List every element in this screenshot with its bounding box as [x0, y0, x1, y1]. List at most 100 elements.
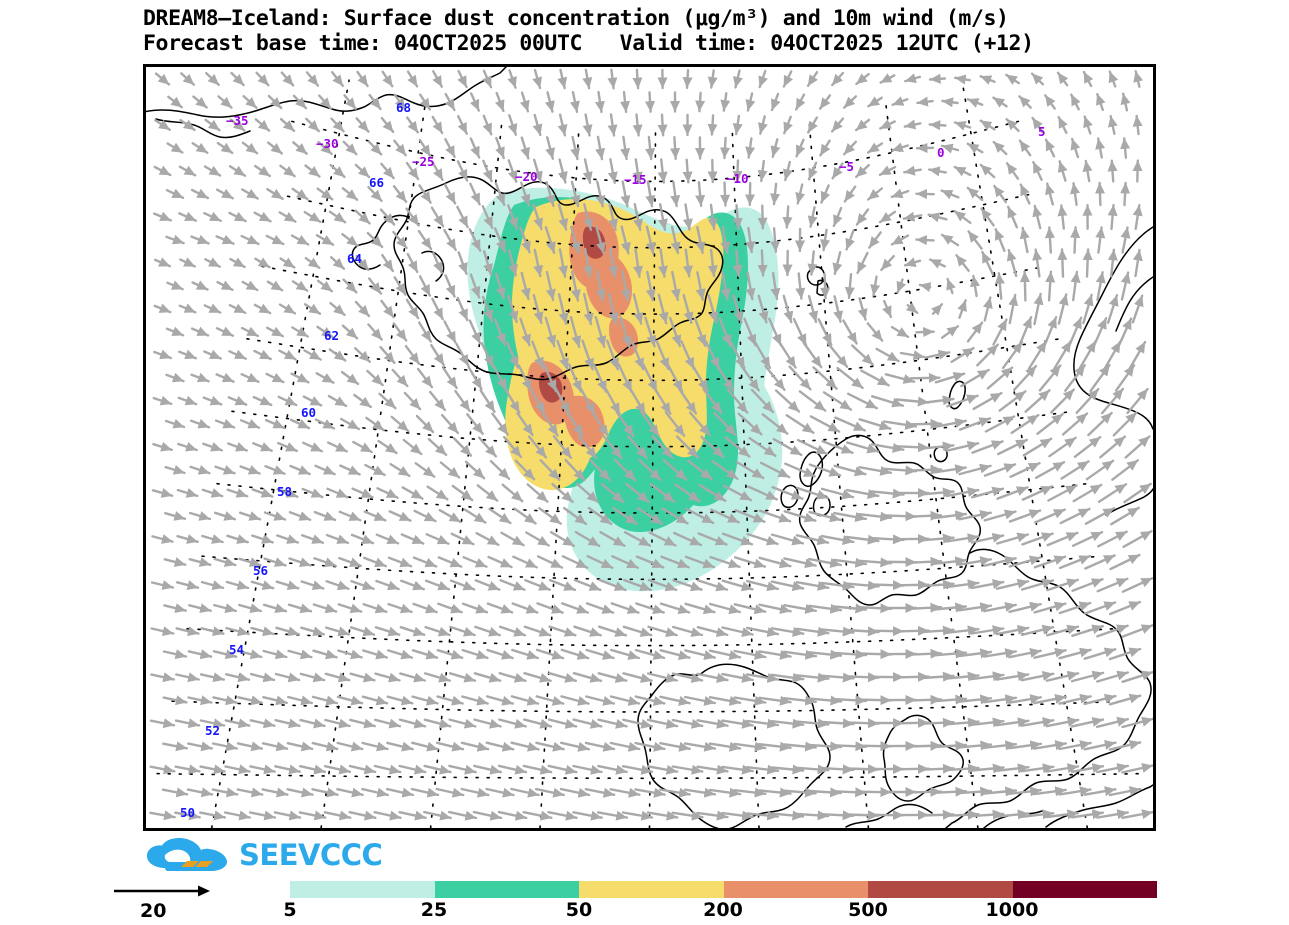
wind-vector — [932, 510, 968, 521]
wind-vector — [349, 672, 376, 683]
wind-vector — [920, 395, 955, 406]
wind-vector — [388, 510, 412, 522]
wind-vector — [250, 580, 275, 590]
wind-vector — [227, 395, 248, 406]
wind-vector — [685, 507, 715, 525]
wind-vector — [274, 718, 301, 729]
wind-vector — [907, 556, 943, 567]
wind-vector — [995, 625, 1030, 636]
wind-vector — [460, 741, 490, 752]
wind-vector — [1020, 624, 1055, 636]
wind-vector — [971, 440, 1004, 454]
wind-vector — [253, 164, 272, 178]
wind-vector — [494, 181, 506, 207]
wind-vector — [632, 293, 644, 325]
wind-vector — [216, 280, 234, 292]
wind-vector — [487, 555, 513, 569]
longitude-label-0: 0 — [937, 145, 945, 160]
wind-vector — [304, 164, 321, 178]
wind-vector — [610, 602, 640, 614]
coastline-iceland-inner — [421, 250, 445, 282]
wind-vector — [330, 117, 345, 133]
wind-vector — [1048, 436, 1077, 458]
wind-vector — [237, 695, 263, 706]
wind-vector — [617, 363, 633, 393]
wind-vector — [266, 141, 284, 155]
wind-vector — [495, 272, 506, 300]
wind-vector — [189, 418, 211, 429]
wind-vector — [205, 71, 220, 86]
wind-vector — [721, 626, 754, 638]
wind-vector — [524, 579, 551, 591]
wind-vector — [485, 787, 515, 798]
wind-vector — [687, 459, 713, 481]
wind-vector — [525, 531, 550, 547]
longitude-label-5: 5 — [1038, 124, 1046, 139]
dust-colorbar[interactable] — [290, 881, 1157, 898]
colorbar-band-5[interactable] — [290, 881, 435, 898]
wind-vector — [532, 293, 544, 325]
wind-vector — [696, 579, 729, 592]
wind-vector — [188, 557, 212, 567]
wind-vector — [983, 786, 1018, 797]
wind-vector — [1008, 555, 1042, 568]
colorbar-band-1000[interactable] — [1012, 881, 1157, 898]
wind-vector — [291, 280, 309, 292]
wind-vector — [857, 297, 868, 321]
wind-vector — [531, 340, 544, 370]
wind-vector — [770, 271, 781, 301]
wind-vector — [398, 718, 427, 729]
wind-vector — [250, 626, 275, 637]
wind-vector — [745, 626, 780, 637]
wind-vector — [697, 532, 728, 546]
colorbar-band-50[interactable] — [579, 881, 724, 898]
wind-vector — [266, 280, 284, 292]
wind-vector — [996, 486, 1029, 500]
wind-vector — [770, 227, 781, 253]
wind-vector — [1070, 226, 1081, 254]
wind-vector — [721, 532, 754, 546]
wind-vector — [866, 142, 884, 154]
wind-vector — [671, 764, 704, 775]
colorbar-tick-50: 50 — [565, 899, 593, 921]
wind-vector — [545, 180, 556, 208]
wind-vector — [782, 294, 794, 324]
wind-vector — [417, 229, 433, 251]
wind-vector — [535, 741, 565, 752]
map-plot-area[interactable]: 68 66 64 62 60 58 56 54 52 50 −35 −30 −25 −20 −15 −10 −5… — [143, 64, 1156, 831]
wind-vector — [436, 695, 464, 706]
wind-vector — [1132, 248, 1143, 278]
wind-vector — [1099, 435, 1126, 459]
wind-vector — [180, 72, 196, 86]
colorbar-band-500[interactable] — [868, 881, 1013, 898]
wind-vector — [508, 249, 518, 277]
wind-vector — [818, 94, 832, 110]
wind-vector — [386, 695, 414, 706]
wind-vector — [561, 602, 589, 614]
wind-vector — [884, 373, 916, 384]
wind-vector — [1071, 531, 1104, 547]
wind-vector — [953, 165, 972, 177]
wind-vector — [1121, 670, 1153, 683]
wind-vector — [1001, 340, 1024, 370]
wind-vector — [997, 438, 1028, 456]
wind-vector — [598, 578, 627, 592]
colorbar-band-25[interactable] — [434, 881, 579, 898]
wind-vector — [153, 165, 172, 177]
wind-vector — [584, 741, 616, 752]
colorbar-band-200[interactable] — [723, 881, 868, 898]
wind-vector — [367, 277, 383, 295]
wind-vector — [503, 435, 523, 459]
parallel-60 — [231, 410, 1075, 448]
wind-vector — [820, 534, 855, 545]
wind-vector — [507, 69, 517, 89]
wind-vector — [406, 70, 419, 88]
wind-vector — [440, 413, 460, 435]
wind-vector — [671, 672, 704, 683]
wind-vector — [753, 341, 772, 369]
wind-vector — [647, 578, 678, 592]
wind-vector — [280, 71, 295, 87]
wind-vector — [809, 415, 841, 433]
wind-vector — [551, 483, 574, 503]
wind-vector — [547, 810, 578, 821]
